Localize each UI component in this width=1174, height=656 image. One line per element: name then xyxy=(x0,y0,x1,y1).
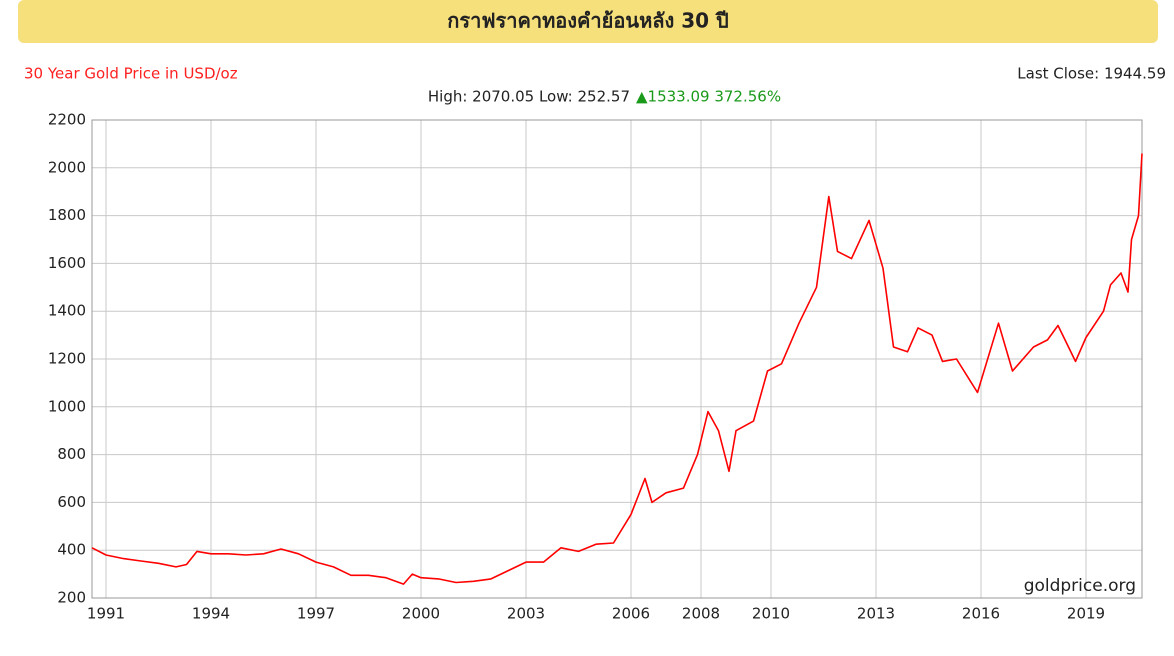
x-tick-label: 1997 xyxy=(297,605,335,623)
chart-title: 30 Year Gold Price in USD/oz xyxy=(24,65,238,83)
y-tick-label: 2200 xyxy=(48,111,86,129)
x-tick-label: 2000 xyxy=(402,605,440,623)
price-line xyxy=(91,153,1143,585)
y-tick-label: 400 xyxy=(57,541,86,559)
y-tick-label: 1400 xyxy=(48,302,86,320)
y-tick-label: 1600 xyxy=(48,254,86,272)
x-tick-label: 2010 xyxy=(752,605,790,623)
y-tick-label: 1000 xyxy=(48,397,86,415)
header-title: กราฟราคาทองคำย้อนหลัง 30 ปี xyxy=(447,9,728,33)
x-tick-label: 1991 xyxy=(87,605,125,623)
x-tick-label: 2008 xyxy=(682,605,720,623)
y-tick-label: 1800 xyxy=(48,206,86,224)
x-tick-label: 1994 xyxy=(192,605,230,623)
last-close: Last Close: 1944.59 xyxy=(1017,65,1166,83)
x-tick-label: 2006 xyxy=(612,605,650,623)
y-tick-label: 800 xyxy=(57,445,86,463)
x-tick-label: 2016 xyxy=(962,605,1000,623)
y-tick-label: 600 xyxy=(57,493,86,511)
x-tick-label: 2019 xyxy=(1067,605,1105,623)
stats: High: 2070.05 Low: 252.57 xyxy=(428,88,630,106)
y-tick-label: 200 xyxy=(57,589,86,607)
y-tick-label: 1200 xyxy=(48,350,86,368)
change: ▲1533.09 372.56% xyxy=(636,88,781,106)
y-tick-label: 2000 xyxy=(48,158,86,176)
x-tick-label: 2003 xyxy=(507,605,545,623)
plot-frame xyxy=(91,119,1143,599)
header-bar xyxy=(18,0,1158,43)
x-tick-label: 2013 xyxy=(857,605,895,623)
source: goldprice.org xyxy=(1024,576,1136,596)
